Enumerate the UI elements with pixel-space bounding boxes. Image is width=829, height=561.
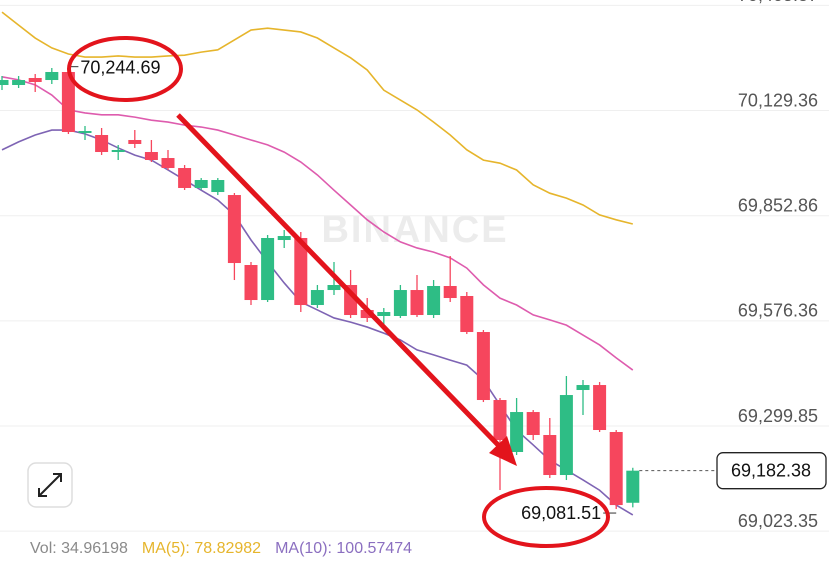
candle-body [95,135,109,153]
candle-body [543,435,557,476]
candle-body [78,131,92,133]
footer-item: Vol: 34.96198 [30,540,128,557]
indicator-line [1,11,633,225]
candle-body [493,400,507,441]
expand-button[interactable] [27,462,73,508]
candle-body [559,395,573,476]
high-marker-label: 70,244.69 [80,57,160,77]
candle-body [327,285,341,291]
candle-body [277,236,291,241]
candle-body [510,412,524,453]
highlight-circle [67,36,183,102]
candle-body [61,71,75,133]
arrow-head [489,436,517,466]
y-tick-label: 69,576.36 [738,301,818,321]
y-tick-label: 69,852.86 [738,195,818,215]
candle-body [244,265,258,301]
red-arrow [176,113,505,452]
candle-body [377,312,391,317]
candle-body [427,285,441,316]
indicator-lines [1,11,634,516]
candle-body [161,158,175,169]
candle-body [194,180,208,188]
footer-item: MA(10): 100.57474 [275,540,412,557]
highlight-circle [482,486,610,548]
footer: Vol: 34.96198 MA(5): 78.82982 MA(10): 100.… [30,540,412,557]
candle-body [45,71,59,81]
annotations: 70,244.69 69,081.51 69,182.38 [68,57,827,523]
last-price-label: 69,182.38 [731,460,811,480]
candle-body [410,290,424,316]
candle-body [360,309,374,319]
grid: 70,405.87 70,129.36 69,852.86 69,576.36 69,2… [0,0,829,532]
expand-icon [38,473,62,497]
candles [0,66,640,510]
candle-body [261,237,275,301]
candle-body [626,470,640,503]
last-price-box [716,452,827,490]
candle-body [227,195,241,264]
candle-body [12,80,26,85]
candle-body [310,290,324,306]
candle-body [128,139,142,144]
candle-body [178,168,192,188]
candle-body [476,332,490,401]
candle-body [460,295,474,333]
candle-body [111,149,125,153]
low-marker-label: 69,081.51 [521,503,601,523]
candle-body [609,431,623,506]
candle-body [211,180,225,193]
candle-body [526,412,540,436]
candle-body [294,237,308,306]
y-tick-label: 70,405.87 [738,0,818,5]
candle-body [576,385,590,391]
footer-item: MA(5): 78.82982 [142,540,261,557]
candle-body [393,290,407,317]
candle-body [593,385,607,431]
indicator-line [1,76,634,371]
candle-body [0,80,9,85]
candle-body [144,152,158,160]
y-tick-label: 69,299.85 [738,406,818,426]
y-tick-label: 69,023.35 [738,511,818,531]
candle-body [28,78,42,82]
candle-body [443,285,457,299]
y-tick-label: 70,129.36 [738,90,818,110]
